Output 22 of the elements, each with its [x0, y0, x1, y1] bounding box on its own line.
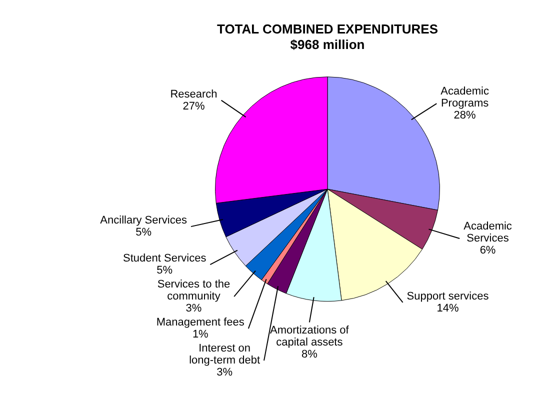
- slice-label: Student Services: [123, 252, 207, 265]
- data-label: 1%: [192, 328, 209, 341]
- data-label: 27%: [182, 100, 205, 112]
- data-label: 3%: [186, 302, 202, 315]
- slice-label: Interest on long-term debt: [189, 342, 260, 367]
- slice-label: Amortizations of capital assets: [270, 324, 350, 348]
- slice-label: Academic Services: [464, 220, 512, 245]
- data-label: 28%: [454, 110, 476, 122]
- data-label: 3%: [216, 366, 233, 379]
- data-label: 5%: [156, 264, 173, 277]
- slice-label: Ancillary Services: [100, 214, 188, 227]
- data-label: 8%: [301, 348, 318, 360]
- data-label: 6%: [480, 244, 496, 257]
- slice-label: Management fees: [156, 316, 245, 329]
- slice-label: Services to the community: [157, 278, 230, 303]
- slice-label: Support services: [406, 290, 490, 302]
- data-label: 14%: [436, 302, 459, 314]
- chart-subtitle: $968 million: [290, 36, 365, 52]
- slice-label: Academic Programs: [440, 86, 490, 110]
- chart-title: TOTAL COMBINED EXPENDITURES: [216, 21, 438, 36]
- slice-label: Research: [170, 88, 218, 100]
- data-label: 5%: [136, 226, 152, 239]
